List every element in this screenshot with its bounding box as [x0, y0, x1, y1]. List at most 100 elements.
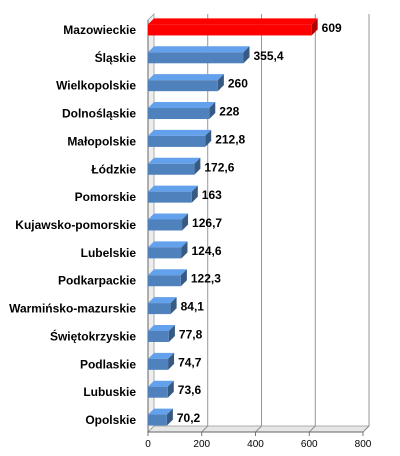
bar-13: [148, 380, 174, 398]
gridline-floor: [362, 425, 370, 433]
data-label: 77,8: [179, 327, 203, 341]
bar-11: [148, 324, 175, 342]
bar-end-face: [311, 18, 318, 36]
data-label: 609: [322, 21, 342, 35]
category-label: Warmińsko-mazurskie: [9, 302, 136, 316]
bar-top-face: [148, 213, 189, 220]
bar-front-face: [148, 80, 218, 92]
bar-3: [148, 102, 216, 120]
x-tick-label: 0: [145, 439, 151, 450]
gridline-floor: [201, 425, 209, 433]
bar-end-face: [209, 102, 216, 120]
bar-front-face: [148, 191, 192, 203]
category-label: Podkarpackie: [58, 274, 136, 288]
x-tick-label: 800: [355, 439, 372, 450]
bar-top-face: [148, 380, 174, 387]
category-label: Lubelskie: [81, 246, 137, 260]
bar-top-face: [148, 324, 175, 331]
category-label: Kujawsko-pomorskie: [15, 218, 136, 232]
bar-0: [148, 18, 318, 36]
bar-4: [148, 129, 212, 147]
category-label: Świętokrzyskie: [50, 328, 136, 343]
gridline-floor: [308, 425, 316, 433]
bar-end-face: [167, 380, 174, 398]
data-label: 212,8: [215, 132, 245, 146]
bar-front-face: [148, 108, 210, 120]
data-label: 260: [228, 77, 248, 91]
bar-front-face: [148, 24, 312, 36]
x-tick-label: 400: [247, 439, 264, 450]
category-label: Mazowieckie: [63, 23, 136, 37]
category-label: Dolnośląskie: [62, 107, 136, 121]
bar-top-face: [148, 241, 188, 248]
bar-top-face: [148, 157, 201, 164]
data-label: 126,7: [192, 216, 222, 230]
bar-top-face: [148, 129, 212, 136]
data-label: 74,7: [178, 355, 202, 369]
bar-front-face: [148, 135, 206, 147]
bar-5: [148, 157, 201, 175]
bar-end-face: [168, 324, 175, 342]
bar-end-face: [166, 408, 173, 426]
bar-top-face: [148, 18, 318, 25]
data-label: 172,6: [204, 160, 234, 174]
bar-end-face: [170, 297, 177, 315]
bar-top-face: [148, 408, 173, 415]
category-label: Opolskie: [85, 413, 136, 427]
gridline-floor: [255, 425, 262, 433]
bar-end-face: [182, 213, 189, 231]
data-label: 163: [202, 188, 222, 202]
bar-6: [148, 185, 198, 203]
bar-front-face: [148, 358, 169, 370]
data-label: 355,4: [254, 49, 284, 63]
data-label: 122,3: [191, 272, 221, 286]
category-label: Śląskie: [95, 50, 137, 65]
data-label: 124,6: [191, 244, 221, 258]
bar-front-face: [148, 414, 167, 426]
bar-front-face: [148, 330, 169, 342]
bar-front-face: [148, 386, 168, 398]
bar-14: [148, 408, 173, 426]
category-label: Małopolskie: [67, 134, 136, 148]
data-label: 73,6: [178, 383, 202, 397]
category-label: Łódzkie: [91, 162, 136, 176]
bar-front-face: [148, 219, 183, 231]
bar-end-face: [180, 269, 187, 287]
bar-front-face: [148, 303, 171, 315]
value-labels: 609 355,4 260 228 212,8 172,6 163 126,7 124,6 122…: [177, 21, 342, 425]
category-label: Pomorskie: [75, 190, 137, 204]
bar-12: [148, 352, 175, 370]
data-label: 70,2: [177, 411, 201, 425]
bar-end-face: [168, 352, 175, 370]
bar-front-face: [148, 163, 195, 175]
bar-end-face: [194, 157, 201, 175]
bar-end-face: [243, 46, 250, 64]
bar-top-face: [148, 102, 216, 109]
category-label: Wielkopolskie: [56, 79, 136, 93]
bar-front-face: [148, 52, 244, 64]
bar-7: [148, 213, 189, 231]
bar-end-face: [181, 241, 188, 259]
x-axis-ticks: 0 200 400 600 800: [145, 432, 372, 450]
bar-10: [148, 297, 177, 315]
bar-top-face: [148, 46, 250, 53]
x-tick-label: 200: [193, 439, 210, 450]
bars: [148, 18, 318, 426]
data-label: 228: [219, 105, 239, 119]
category-labels: Mazowieckie Śląskie Wielkopolskie Dolnośląs…: [9, 23, 136, 427]
bar-front-face: [148, 275, 181, 287]
category-label: Podlaskie: [80, 357, 136, 371]
bar-top-face: [148, 74, 224, 81]
bar-end-face: [205, 129, 212, 147]
bar-2: [148, 74, 224, 92]
bar-top-face: [148, 269, 187, 276]
bar-9: [148, 269, 187, 287]
category-label: Lubuskie: [83, 385, 136, 399]
bar-8: [148, 241, 188, 259]
bar-end-face: [217, 74, 224, 92]
bar-top-face: [148, 185, 198, 192]
bar-1: [148, 46, 250, 64]
bar-front-face: [148, 247, 182, 259]
